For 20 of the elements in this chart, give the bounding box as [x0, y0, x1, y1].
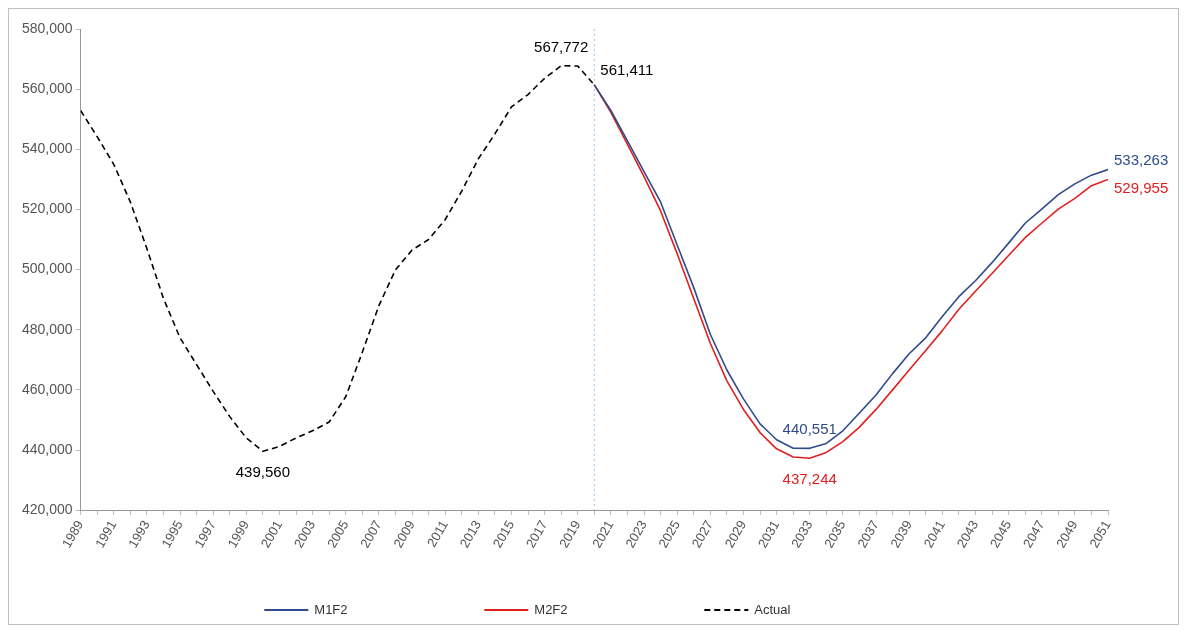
legend-label: Actual — [754, 601, 791, 617]
data-label: 440,551 — [782, 420, 837, 438]
data-label: 561,411 — [600, 61, 654, 79]
y-tick-label: 500,000 — [22, 260, 73, 277]
data-label: 439,560 — [235, 463, 290, 481]
y-tick-label: 440,000 — [22, 440, 73, 457]
y-tick-label: 560,000 — [22, 80, 73, 96]
y-tick-label: 540,000 — [22, 140, 73, 157]
data-label: 567,772 — [534, 37, 589, 55]
data-label: 437,244 — [782, 470, 837, 488]
y-tick-label: 480,000 — [22, 320, 73, 337]
y-tick-label: 520,000 — [22, 200, 73, 217]
y-tick-label: 580,000 — [22, 19, 73, 36]
line-series — [80, 64, 596, 453]
y-tick-label: 460,000 — [22, 380, 73, 397]
data-label: 529,955 — [1114, 178, 1169, 196]
data-label: 533,263 — [1114, 150, 1169, 168]
y-tick-label: 420,000 — [22, 501, 73, 518]
legend-label: M2F2 — [534, 601, 568, 617]
legend-label: M1F2 — [314, 601, 348, 617]
